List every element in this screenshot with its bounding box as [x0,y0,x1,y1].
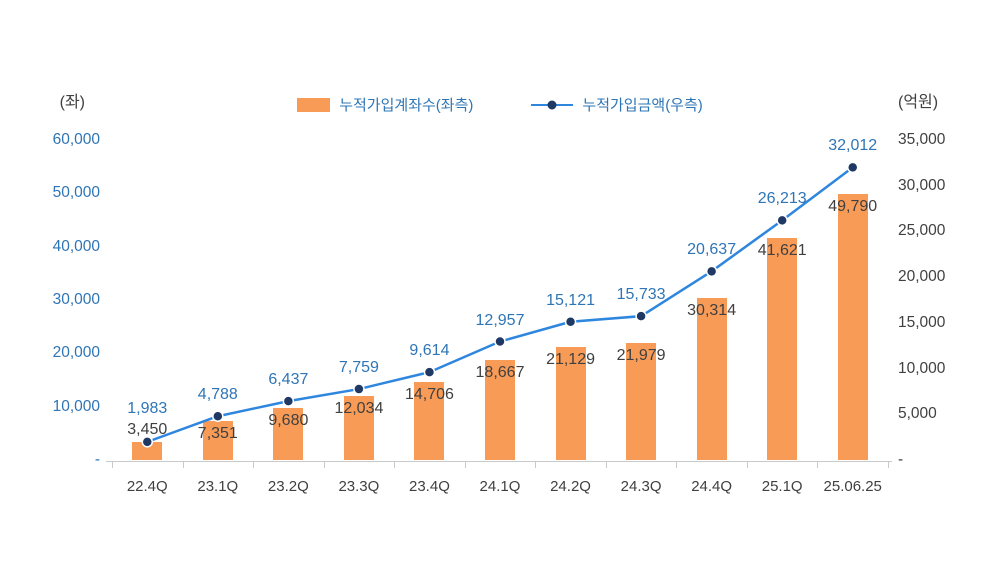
line-value-label: 12,957 [475,311,525,329]
bar-value-label: 21,129 [546,351,595,369]
line-value-label: 15,121 [546,291,595,309]
line-value-label: 9,614 [409,342,450,360]
x-axis-tick [464,462,466,468]
x-axis-category-label: 23.4Q [409,478,450,495]
line-point [705,265,718,278]
left-axis-tick-label: 50,000 [52,184,100,202]
x-axis-category-label: 23.3Q [338,478,380,495]
x-axis-tick [112,462,113,468]
line-value-label: 26,213 [757,190,807,208]
line-point [423,366,436,378]
x-axis-tick [535,462,537,468]
x-axis-tick [182,462,184,468]
x-axis-tick [817,462,819,468]
line-value-label: 7,759 [338,359,379,377]
line-point [212,410,224,422]
x-axis-line [106,461,892,462]
line-series-swatch-icon [531,98,574,112]
x-axis-tick [746,462,748,468]
x-axis-tick [394,462,396,468]
right-axis-tick-label: 15,000 [898,313,946,331]
line-point [494,335,506,348]
line-value-label: 20,637 [687,241,737,259]
right-axis-tick-label: 25,000 [898,222,946,240]
line-point [282,395,295,407]
bar-value-label: 7,351 [197,424,238,442]
line-point [846,161,859,174]
bar-series-legend-label: 누적가입계좌수(좌측) [339,97,474,114]
right-axis-tick-label: - [898,451,904,468]
line-point [776,214,788,227]
left-axis-tick-label: 10,000 [52,397,100,415]
bar-value-label: 49,790 [828,198,878,216]
x-axis-category-label: 25.1Q [761,478,803,495]
left-axis-tick-label: 40,000 [52,237,100,255]
bar-value-label: 21,979 [616,346,666,364]
right-axis-tick-label: 5,000 [898,405,937,423]
x-axis-category-label: 25.06.25 [823,478,882,495]
line-value-label: 32,012 [828,137,878,155]
bar-value-label: 18,667 [475,364,525,382]
x-axis-category-label: 24.2Q [550,478,591,495]
legend-item-bar-series: 누적가입계좌수(좌측) [297,94,473,115]
right-axis-unit-label: (억원) [898,94,939,111]
bar-value-label: 30,314 [687,302,737,320]
bar-value-label: 14,706 [404,385,454,403]
x-axis-category-label: 24.3Q [620,478,662,495]
right-axis-tick-label: 20,000 [898,268,946,286]
left-axis-tick-label: 60,000 [52,131,100,148]
line-value-label: 1,983 [127,399,168,417]
right-axis-tick-label: 10,000 [898,359,946,377]
bar-series-swatch-icon [297,97,331,112]
x-axis-category-label: 23.2Q [267,478,309,495]
bar-value-label: 41,621 [757,242,807,260]
x-axis-tick [323,462,325,468]
x-axis-tick [676,462,678,468]
x-axis-tick [605,462,607,468]
bar [837,194,868,460]
line-series-dot-icon [547,100,557,109]
x-axis-tick [888,462,889,468]
line-series-legend-label: 누적가입금액(우측) [582,97,703,114]
x-axis-category-label: 23.1Q [197,478,239,495]
line-value-label: 4,788 [197,386,238,404]
bar [132,441,163,460]
bar-value-label: 3,450 [127,420,168,438]
bar-value-label: 12,034 [334,399,384,417]
left-axis-unit-label: (좌) [59,94,85,111]
legend-item-line-series: 누적가입금액(우측) [531,94,703,115]
line-point [635,310,647,322]
x-axis-category-label: 24.4Q [691,478,733,495]
line-point [564,316,577,328]
right-axis-tick-label: 35,000 [898,131,946,148]
bar-value-label: 9,680 [268,412,309,430]
bar [767,238,798,460]
left-axis-tick-label: 20,000 [52,344,100,362]
x-axis-category-label: 24.1Q [479,478,521,495]
line-point [353,383,365,395]
line-value-label: 15,733 [616,286,666,304]
left-axis-tick-label: - [94,451,100,468]
left-axis-tick-label: 30,000 [52,291,100,308]
bar [696,298,727,460]
legend: 누적가입계좌수(좌측) 누적가입금액(우측) [112,94,888,115]
plot-area: 3,450 1,983 7,351 4,788 9,680 6,437 12,034 7,75… [112,137,888,460]
line-value-label: 6,437 [268,371,309,389]
x-axis-category-label: 22.4Q [126,478,168,495]
right-axis-tick-label: 30,000 [898,176,946,194]
x-axis-tick [253,462,255,468]
